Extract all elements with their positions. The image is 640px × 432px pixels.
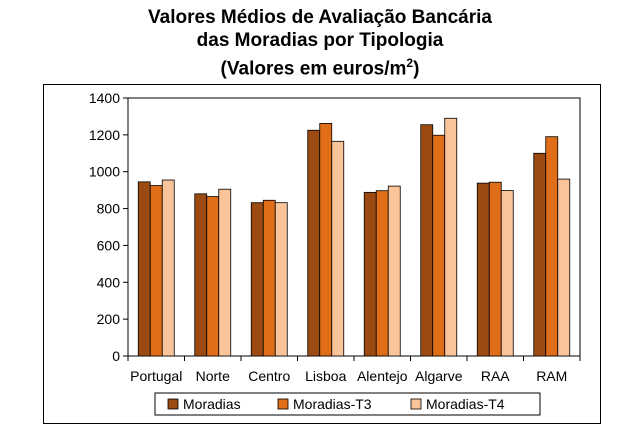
legend-swatch-moradias-t3	[277, 398, 289, 410]
bar-moradias-t4-algarve	[444, 117, 458, 357]
x-tick-label: Portugal	[130, 368, 182, 384]
bar-moradias-t4-lisboa	[331, 140, 345, 357]
chart-title-line-3-text: (Valores em euros/m	[220, 58, 407, 80]
legend-box	[154, 392, 541, 416]
bar-moradias-t3-ram	[545, 136, 559, 357]
bar-moradias-t3-algarve	[432, 134, 446, 357]
bar-moradias-algarve	[420, 124, 434, 357]
chart-frame	[43, 84, 601, 424]
legend-swatch-moradias-t4	[410, 398, 422, 410]
bar-moradias-alentejo	[363, 191, 377, 357]
bar-moradias-t4-alentejo	[387, 185, 401, 357]
chart-title: Valores Médios de Avaliação Bancária das…	[0, 6, 640, 80]
bar-moradias-t3-norte	[206, 196, 220, 357]
x-tick-label: Norte	[196, 368, 230, 384]
y-tick-label: 800	[97, 201, 121, 217]
bar-moradias-t3-lisboa	[319, 123, 333, 357]
bar-moradias-t3-portugal	[149, 185, 163, 357]
bar-moradias-t4-raa	[500, 190, 514, 357]
y-tick-label: 1000	[89, 164, 120, 180]
legend-label-moradias-t4: Moradias-T4	[426, 396, 505, 412]
legend-swatch-moradias	[167, 398, 179, 410]
x-tick-label: Alentejo	[357, 368, 408, 384]
bar-moradias-t4-centro	[274, 202, 288, 357]
legend-label-moradias: Moradias	[183, 396, 241, 412]
bar-moradias-raa	[476, 182, 490, 357]
bar-moradias-t3-raa	[488, 181, 502, 357]
legend-label-moradias-t3: Moradias-T3	[293, 396, 372, 412]
y-tick-label: 0	[112, 348, 120, 364]
chart-title-line-1: Valores Médios de Avaliação Bancária	[148, 7, 492, 28]
bar-moradias-t3-alentejo	[375, 190, 389, 357]
y-tick-label: 1200	[89, 127, 120, 143]
chart-title-line-2: das Moradias por Tipologia	[196, 30, 444, 51]
bar-moradias-lisboa	[307, 129, 321, 357]
bar-moradias-ram	[533, 152, 547, 357]
bar-moradias-t4-portugal	[161, 179, 175, 357]
x-tick-label: RAM	[536, 368, 567, 384]
chart-title-line-3: (Valores em euros/m2)	[0, 52, 640, 80]
bar-moradias-t4-norte	[218, 188, 232, 357]
chart-title-superscript: 2	[406, 56, 414, 70]
x-tick-label: RAA	[481, 368, 510, 384]
y-tick-label: 1400	[89, 90, 120, 106]
y-tick-label: 400	[97, 274, 121, 290]
bar-moradias-portugal	[137, 181, 151, 357]
x-tick-label: Centro	[248, 368, 290, 384]
bar-moradias-t3-centro	[262, 199, 276, 357]
y-tick-label: 200	[97, 311, 121, 327]
bar-moradias-centro	[250, 202, 264, 357]
bar-moradias-norte	[194, 193, 208, 357]
y-tick-label: 600	[97, 237, 121, 253]
chart-title-line-3-close: )	[413, 58, 420, 80]
x-tick-label: Lisboa	[305, 368, 346, 384]
x-tick-label: Algarve	[415, 368, 463, 384]
bar-moradias-t4-ram	[557, 178, 571, 357]
